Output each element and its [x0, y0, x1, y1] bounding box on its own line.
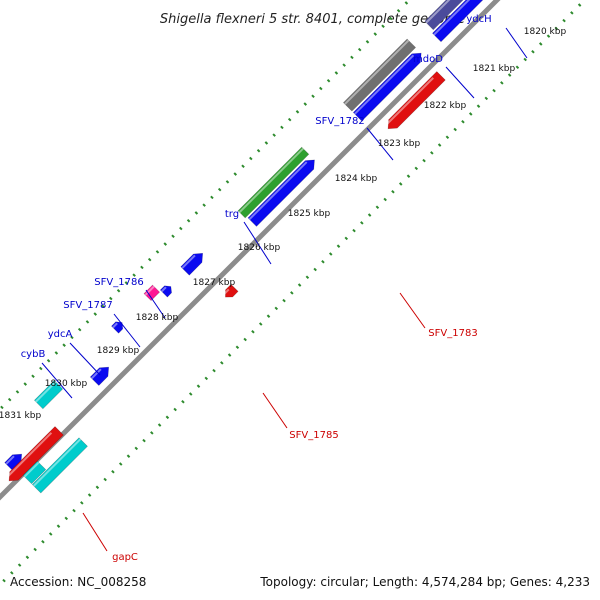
cds-feature — [237, 146, 310, 219]
label-leader-line — [69, 342, 101, 376]
feature-highlight — [248, 161, 308, 221]
kbp-tick-labels: 1820 kbp 1821 kbp 1822 kbp 1823 kbp 1824 kbp… — [0, 27, 566, 421]
gene-label: ydcH — [466, 14, 491, 25]
feature-highlight — [112, 322, 118, 329]
cds-feature — [8, 426, 64, 482]
tick-label: 1820 kbp — [524, 27, 567, 37]
gene-label: cybB — [21, 349, 46, 360]
gene-label: SFV_1782 — [315, 116, 364, 127]
feature-highlight — [161, 286, 167, 293]
tick-label: 1827 kbp — [193, 278, 236, 288]
tick-label: 1830 kbp — [45, 379, 88, 389]
cds-feature — [424, 0, 464, 31]
gene-features — [4, 0, 484, 494]
label-leader-line — [82, 512, 108, 552]
cds-feature — [352, 52, 422, 122]
label-leader-line — [41, 362, 73, 399]
accession-text: Accession: NC_008258 — [10, 575, 146, 589]
label-leader-line — [262, 392, 288, 429]
cds-feature — [387, 71, 446, 130]
gene-label: trg — [225, 209, 239, 220]
feature-highlight — [354, 54, 415, 115]
feature-highlight — [344, 39, 410, 105]
gene-label: ydcA — [48, 329, 73, 340]
cds-feature — [111, 321, 124, 334]
cds-feature — [432, 0, 484, 43]
label-leader-line — [243, 221, 272, 265]
feature-highlight — [181, 254, 196, 269]
feature-highlight — [238, 147, 304, 213]
cds-feature — [89, 366, 110, 386]
feature-highlight — [144, 285, 155, 296]
tick-label: 1824 kbp — [335, 174, 378, 184]
cds-feature — [22, 460, 47, 485]
feature-highlight — [222, 288, 230, 296]
gene-label: gapC — [112, 552, 138, 563]
map-title: Shigella flexneri 5 str. 8401, complete … — [160, 12, 465, 27]
cds-feature — [180, 252, 204, 276]
feature-highlight — [5, 432, 53, 479]
gene-label: SFV_1787 — [63, 300, 112, 311]
label-leader-line — [113, 313, 141, 348]
feature-highlight — [35, 381, 57, 403]
tick-label: 1828 kbp — [136, 313, 179, 323]
cds-feature — [342, 38, 417, 112]
genome-summary-text: Topology: circular; Length: 4,574,284 bp… — [259, 575, 590, 589]
label-leader-lines — [41, 27, 528, 552]
label-leader-line — [399, 292, 426, 329]
genome-backbone — [0, 0, 501, 501]
gene-label: SFV_1783 — [428, 328, 477, 339]
label-leader-line — [505, 27, 528, 59]
label-leader-line — [145, 289, 166, 319]
tick-label: 1823 kbp — [378, 139, 421, 149]
cds-feature — [225, 283, 239, 298]
tick-label: 1826 kbp — [238, 243, 281, 253]
feature-highlight — [33, 438, 82, 487]
label-leader-line — [445, 66, 475, 99]
feature-highlight — [425, 0, 451, 24]
cds-feature — [31, 437, 88, 494]
label-leader-line — [366, 127, 394, 161]
gene-label: SFV_1785 — [289, 430, 338, 441]
cds-feature — [159, 285, 172, 298]
tick-label: 1831 kbp — [0, 411, 41, 421]
cds-feature — [247, 159, 315, 227]
cds-feature — [143, 284, 161, 302]
feature-highlight — [433, 0, 471, 36]
feature-highlight — [384, 77, 434, 127]
gene-label: SFV_1786 — [94, 277, 143, 288]
tick-label: 1825 kbp — [288, 209, 331, 219]
tick-label: 1822 kbp — [424, 101, 467, 111]
gene-label: mdoD — [413, 54, 443, 65]
feature-highlight — [23, 461, 40, 478]
feature-highlight — [91, 368, 102, 380]
cds-feature — [33, 380, 64, 410]
backbone-line — [0, 0, 501, 501]
tick-label: 1821 kbp — [473, 64, 516, 74]
feature-highlight — [5, 455, 15, 465]
tick-label: 1829 kbp — [97, 346, 140, 356]
